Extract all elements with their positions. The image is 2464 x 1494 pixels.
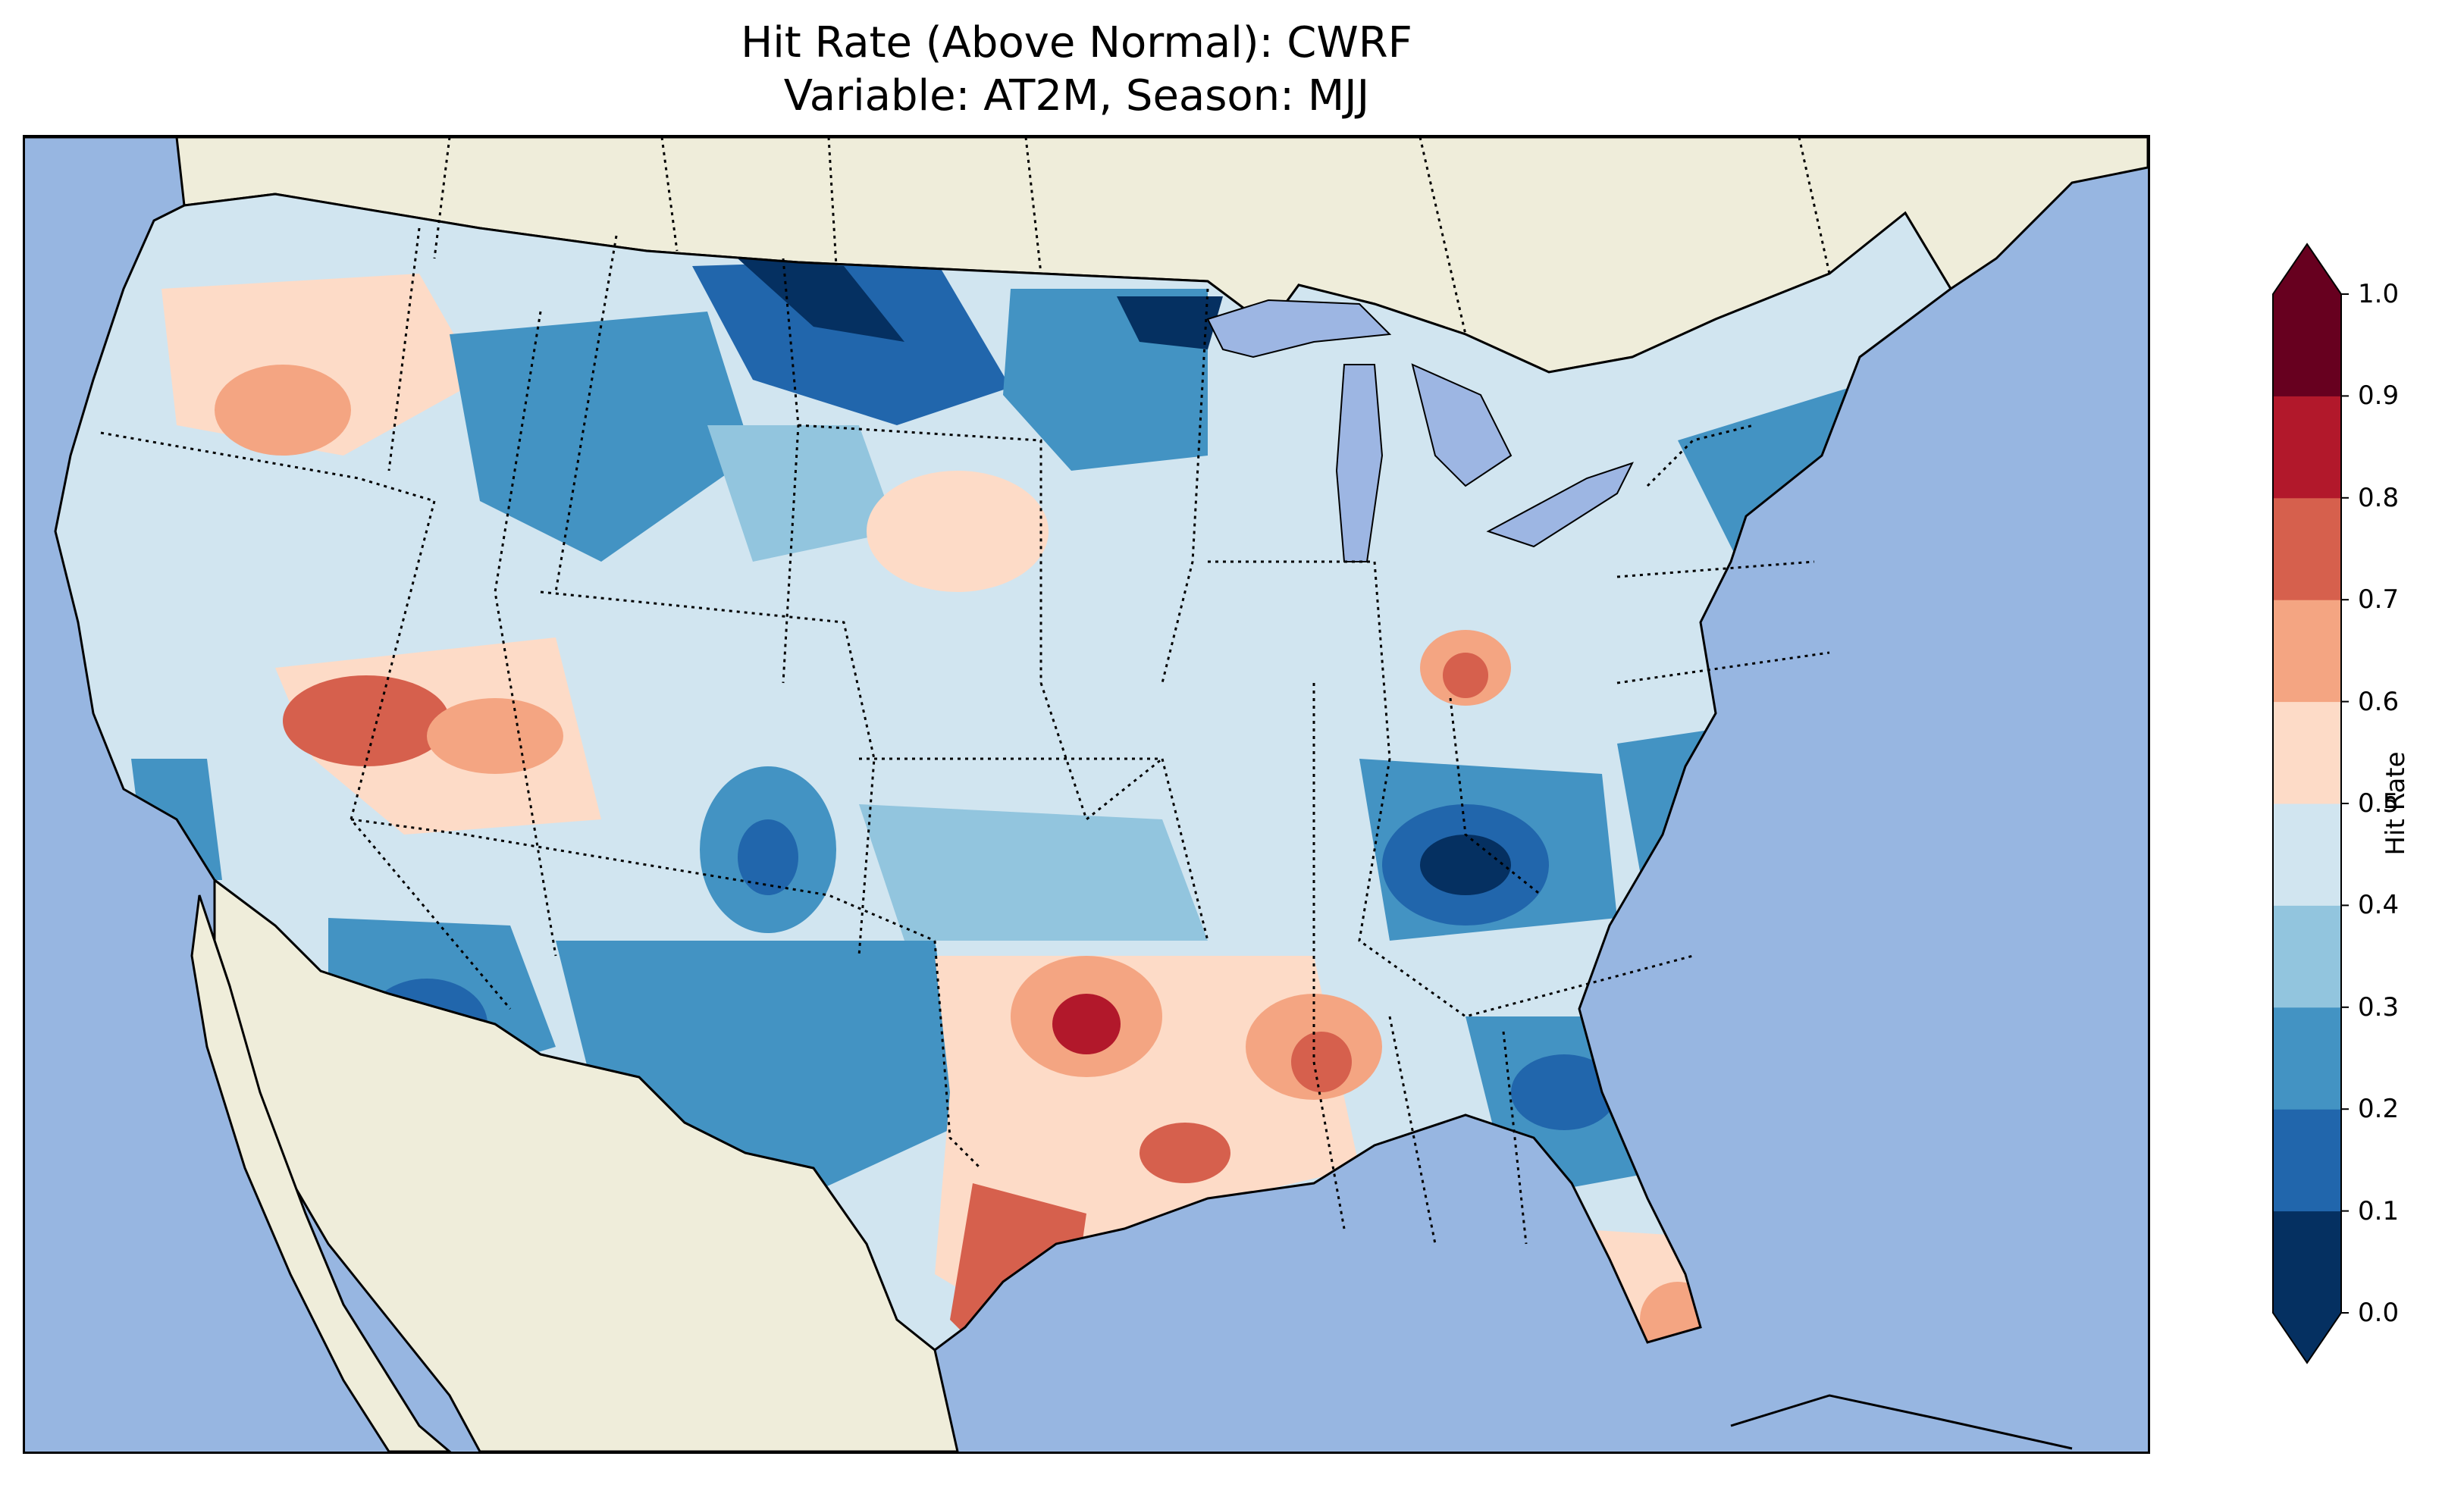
colorbar-segment <box>2273 803 2341 906</box>
colorbar-extend-high <box>2273 244 2341 294</box>
colorbar-segment <box>2273 701 2341 804</box>
colorbar-tick-label: 0.0 <box>2358 1298 2400 1328</box>
colorbar-segment <box>2273 396 2341 499</box>
colorbar-segment <box>2273 905 2341 1008</box>
colorbar-segment <box>2273 1007 2341 1110</box>
lake-huron <box>1411 363 1513 487</box>
baja-peninsula <box>190 894 452 1452</box>
colorbar-tick-label: 0.7 <box>2358 584 2400 615</box>
cuba-coast <box>1730 1394 2073 1450</box>
colorbar-segment <box>2273 1211 2341 1314</box>
colorbar <box>2272 243 2349 1364</box>
map-panel <box>23 135 2150 1454</box>
colorbar-tick-label: 0.6 <box>2358 686 2400 717</box>
colorbar-tick-label: 0.3 <box>2358 991 2400 1023</box>
lake-erie-ontario <box>1486 462 1634 548</box>
colorbar-segment <box>2273 1109 2341 1212</box>
colorbar-extend-low <box>2273 1313 2341 1363</box>
title-line-1: Hit Rate (Above Normal): CWRF <box>741 18 1412 67</box>
colorbar-tick-label: 0.1 <box>2358 1195 2400 1226</box>
state-borders <box>100 227 1830 1245</box>
colorbar-segment <box>2273 600 2341 703</box>
canada-borders <box>433 137 1831 335</box>
title-line-2: Variable: AT2M, Season: MJJ <box>783 71 1370 121</box>
colorbar-segment <box>2273 497 2341 600</box>
colorbar-segment <box>2273 294 2341 396</box>
map-title: Hit Rate (Above Normal): CWRF Variable: … <box>0 17 2153 123</box>
colorbar-tick-label: 0.9 <box>2358 381 2400 412</box>
colorbar-tick-label: 1.0 <box>2358 279 2400 309</box>
map-svg <box>25 137 2148 1452</box>
colorbar-tick-label: 0.4 <box>2358 890 2400 921</box>
colorbar-tick-label: 0.8 <box>2358 482 2400 513</box>
colorbar-tick-label: 0.5 <box>2358 788 2400 819</box>
lake-superior <box>1206 299 1392 359</box>
colorbar-tick-label: 0.2 <box>2358 1094 2400 1125</box>
